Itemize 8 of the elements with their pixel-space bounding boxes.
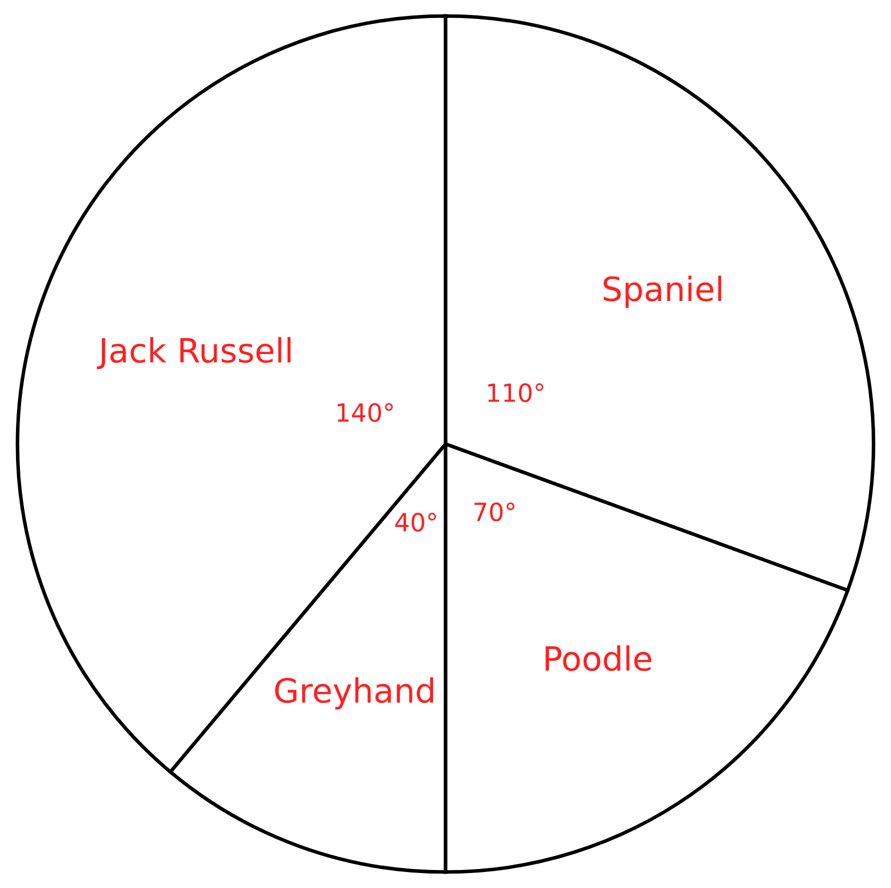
slice-label: Poodle xyxy=(546,645,652,672)
slice-label: Jack Russell xyxy=(96,337,291,370)
data-label: 40° xyxy=(395,512,436,532)
data-label: 70° xyxy=(474,502,514,522)
data-label: 110° xyxy=(488,383,544,402)
data-label: 140° xyxy=(338,403,393,422)
slice-label: Spaniel xyxy=(604,276,722,308)
slice-label: Greyhand xyxy=(275,677,434,710)
